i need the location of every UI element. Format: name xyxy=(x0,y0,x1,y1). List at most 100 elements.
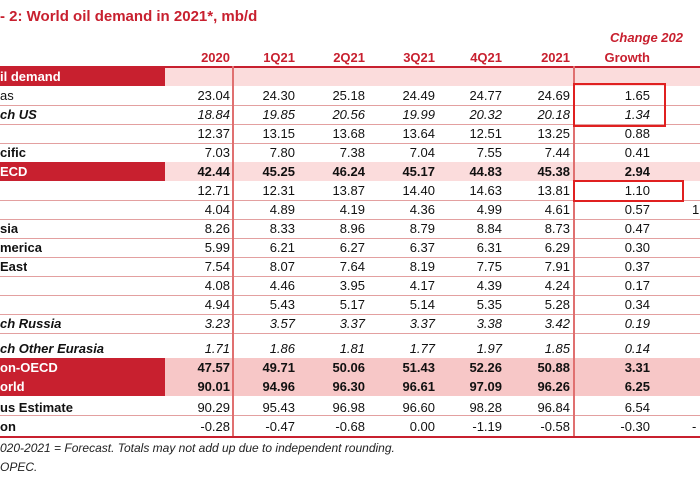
cell-2q21: 8.96 xyxy=(339,221,365,236)
cell-3q21: 45.17 xyxy=(402,164,435,179)
cell-4q21: 12.51 xyxy=(469,126,502,141)
cell-2021: 7.91 xyxy=(544,259,570,274)
section-band-label xyxy=(0,67,165,86)
table-row: cific 7.03 7.80 7.38 7.04 7.55 7.44 0.41 xyxy=(0,143,700,162)
row-divider xyxy=(0,295,700,296)
cell-growth: 0.37 xyxy=(624,259,650,274)
cell-2021: 13.25 xyxy=(537,126,570,141)
cell-growth: 0.34 xyxy=(624,297,650,312)
cell-2q21: 96.98 xyxy=(332,400,365,415)
cell-2q21: 25.18 xyxy=(332,88,365,103)
row-label: on-OECD xyxy=(0,360,58,375)
row-label: sia xyxy=(0,221,19,236)
cell-growth: 6.25 xyxy=(624,379,650,394)
highlight-box-us xyxy=(573,83,666,127)
table-row: 4.04 4.89 4.19 4.36 4.99 4.61 0.57 1 xyxy=(0,200,700,219)
table-row: sia 8.26 8.33 8.96 8.79 8.84 8.73 0.47 xyxy=(0,219,700,238)
cell-2q21: 20.56 xyxy=(332,107,365,122)
cell-4q21: 44.83 xyxy=(469,164,502,179)
cell-2020: -0.28 xyxy=(200,419,230,434)
cell-3q21: 0.00 xyxy=(409,419,435,434)
cell-2020: 90.29 xyxy=(197,400,230,415)
total-band-oecd xyxy=(0,162,700,181)
table-row: as 23.04 24.30 25.18 24.49 24.77 24.69 1… xyxy=(0,86,700,105)
row-divider xyxy=(0,257,700,258)
cell-growth: 0.41 xyxy=(624,145,650,160)
cell-growth: 1.34 xyxy=(624,107,650,122)
cell-2021: -0.58 xyxy=(540,419,570,434)
cell-1q21: 95.43 xyxy=(262,400,295,415)
cell-growth: 1.10 xyxy=(624,183,650,198)
col-header-growth: Growth xyxy=(604,50,651,65)
row-divider xyxy=(0,143,700,144)
table-row: ch Other Eurasia 1.71 1.86 1.81 1.77 1.9… xyxy=(0,339,700,358)
row-label: East xyxy=(0,259,28,274)
cell-4q21: 1.97 xyxy=(476,341,502,356)
cell-4q21: 4.39 xyxy=(476,278,502,293)
row-label: on xyxy=(0,419,16,434)
cell-1q21: 4.89 xyxy=(269,202,295,217)
col-header-3q21: 3Q21 xyxy=(403,50,435,65)
cell-2q21: 1.81 xyxy=(339,341,365,356)
cell-4q21: 52.26 xyxy=(469,360,502,375)
cell-2021: 45.38 xyxy=(537,164,570,179)
table-row: East 7.54 8.07 7.64 8.19 7.75 7.91 0.37 xyxy=(0,257,700,276)
cell-3q21: 14.40 xyxy=(402,183,435,198)
cell-2020: 8.26 xyxy=(204,221,230,236)
cell-2q21: 4.19 xyxy=(339,202,365,217)
cell-2020: 4.94 xyxy=(204,297,230,312)
cell-4q21: -1.19 xyxy=(472,419,502,434)
table-row-total-non-oecd: on-OECD 47.57 49.71 50.06 51.43 52.26 50… xyxy=(0,358,700,377)
table-row: merica 5.99 6.21 6.27 6.37 6.31 6.29 0.3… xyxy=(0,238,700,257)
row-divider xyxy=(0,314,700,315)
cell-4q21: 97.09 xyxy=(469,379,502,394)
cell-4q21: 5.35 xyxy=(476,297,502,312)
col-header-4q21: 4Q21 xyxy=(470,50,502,65)
cell-1q21: 13.15 xyxy=(262,126,295,141)
cell-3q21: 7.04 xyxy=(409,145,435,160)
cell-2021: 4.61 xyxy=(544,202,570,217)
cell-2q21: 5.17 xyxy=(339,297,365,312)
cell-2020: 5.99 xyxy=(204,240,230,255)
total-band-nonoecd-world-label xyxy=(0,358,165,396)
table-row: 12.71 12.31 13.87 14.40 14.63 13.81 1.10 xyxy=(0,181,700,200)
cell-3q21: 8.19 xyxy=(409,259,435,274)
cell-2021: 8.73 xyxy=(544,221,570,236)
row-label: merica xyxy=(0,240,42,255)
cell-growth: 0.47 xyxy=(624,221,650,236)
cell-2020: 47.57 xyxy=(197,360,230,375)
row-divider xyxy=(0,333,700,334)
cell-3q21: 19.99 xyxy=(402,107,435,122)
header-divider xyxy=(0,66,700,68)
cell-1q21: 3.57 xyxy=(269,316,295,331)
cell-3q21: 13.64 xyxy=(402,126,435,141)
cell-1q21: 49.71 xyxy=(262,360,295,375)
cell-1q21: 1.86 xyxy=(269,341,295,356)
cell-2020: 42.44 xyxy=(197,164,230,179)
cell-3q21: 8.79 xyxy=(409,221,435,236)
cell-2021: 6.29 xyxy=(544,240,570,255)
source-note: OPEC. xyxy=(0,460,38,474)
cell-growth: 6.54 xyxy=(624,400,650,415)
cell-2020: 12.71 xyxy=(197,183,230,198)
cell-3q21: 3.37 xyxy=(409,316,435,331)
change-header: Change 202 xyxy=(610,30,683,45)
row-label: il demand xyxy=(0,69,61,84)
cell-growth: 1.65 xyxy=(624,88,650,103)
table-row: ch Russia 3.23 3.57 3.37 3.37 3.38 3.42 … xyxy=(0,314,700,333)
row-divider xyxy=(0,219,700,220)
cell-1q21: 8.33 xyxy=(269,221,295,236)
table-row: 12.37 13.15 13.68 13.64 12.51 13.25 0.88 xyxy=(0,124,700,143)
cell-4q21: 7.75 xyxy=(476,259,502,274)
cell-2021: 96.84 xyxy=(537,400,570,415)
cell-3q21: 24.49 xyxy=(402,88,435,103)
row-divider xyxy=(0,415,700,416)
table-row: il demand xyxy=(0,67,700,86)
cell-2q21: -0.68 xyxy=(335,419,365,434)
cell-3q21: 96.60 xyxy=(402,400,435,415)
cell-2020: 7.54 xyxy=(204,259,230,274)
col-header-1q21: 1Q21 xyxy=(263,50,295,65)
cell-growth: 0.57 xyxy=(624,202,650,217)
cell-growth: 0.17 xyxy=(624,278,650,293)
cell-4q21: 24.77 xyxy=(469,88,502,103)
